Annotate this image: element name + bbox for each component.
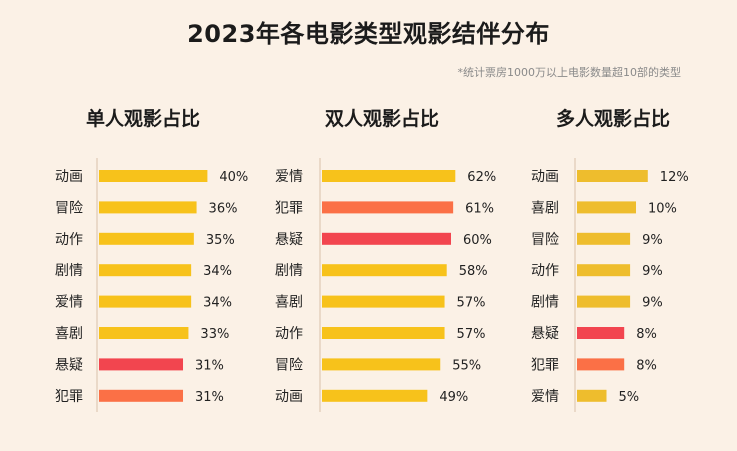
category-label: 爱情 — [275, 169, 303, 185]
category-label: 爱情 — [531, 389, 559, 405]
category-label: 喜剧 — [55, 326, 83, 342]
bar — [99, 232, 194, 245]
category-label: 动画 — [531, 169, 559, 185]
bar — [99, 295, 192, 308]
panel-title-group: 多人观影占比 — [556, 108, 671, 130]
category-label: 动画 — [275, 389, 303, 405]
value-label: 9% — [642, 233, 663, 248]
value-label: 58% — [459, 264, 488, 279]
value-label: 36% — [209, 201, 238, 216]
bar — [577, 389, 607, 402]
category-label: 冒险 — [275, 357, 303, 373]
value-label: 12% — [660, 170, 689, 185]
category-label: 犯罪 — [275, 200, 303, 216]
value-label: 34% — [203, 296, 232, 311]
category-label: 动画 — [55, 169, 83, 185]
chart-title: 2023年各电影类型观影结伴分布 — [187, 20, 550, 48]
category-label: 动作 — [531, 263, 559, 279]
bar — [99, 170, 208, 182]
value-label: 49% — [439, 390, 468, 405]
bar — [577, 170, 648, 182]
category-label: 冒险 — [55, 200, 83, 216]
value-label: 35% — [206, 233, 235, 248]
bar — [99, 201, 197, 214]
category-label: 犯罪 — [55, 389, 83, 405]
value-label: 61% — [465, 201, 494, 216]
value-label: 33% — [200, 327, 229, 342]
bar — [577, 264, 631, 277]
panel-title-solo: 单人观影占比 — [86, 108, 201, 130]
bar — [322, 358, 441, 371]
bar — [577, 358, 625, 371]
category-label: 喜剧 — [275, 295, 303, 311]
value-label: 40% — [219, 170, 248, 185]
category-label: 剧情 — [55, 263, 83, 279]
category-label: 动作 — [275, 326, 303, 342]
category-label: 悬疑 — [55, 357, 83, 373]
category-label: 动作 — [55, 232, 83, 248]
bar — [322, 232, 451, 245]
bar — [99, 389, 184, 402]
value-label: 31% — [195, 358, 224, 373]
bar — [322, 264, 447, 277]
value-label: 9% — [642, 264, 663, 279]
category-label: 冒险 — [531, 232, 559, 248]
panel-title-duo: 双人观影占比 — [325, 108, 440, 130]
category-label: 悬疑 — [531, 326, 559, 342]
value-label: 55% — [452, 358, 481, 373]
value-label: 8% — [636, 327, 657, 342]
value-label: 9% — [642, 296, 663, 311]
category-label: 喜剧 — [531, 200, 559, 216]
bar — [99, 264, 192, 277]
bar — [322, 327, 445, 339]
bar — [322, 201, 454, 214]
bar — [577, 327, 625, 339]
category-label: 剧情 — [531, 295, 559, 311]
category-label: 剧情 — [275, 263, 303, 279]
value-label: 34% — [203, 264, 232, 279]
bar — [577, 201, 636, 214]
bar — [99, 358, 184, 371]
value-label: 62% — [467, 170, 496, 185]
value-label: 5% — [619, 390, 640, 405]
category-label: 悬疑 — [275, 232, 303, 248]
category-label: 爱情 — [55, 295, 83, 311]
value-label: 10% — [648, 201, 677, 216]
value-label: 8% — [636, 358, 657, 373]
value-label: 31% — [195, 390, 224, 405]
bar — [577, 232, 631, 245]
value-label: 60% — [463, 233, 492, 248]
bar — [99, 327, 189, 339]
bar — [577, 295, 631, 308]
chart-subtitle: *统计票房1000万以上电影数量超10部的类型 — [457, 66, 682, 79]
value-label: 57% — [457, 296, 486, 311]
bar — [322, 170, 456, 182]
bar — [322, 295, 445, 308]
category-label: 犯罪 — [531, 357, 559, 373]
bar — [322, 389, 428, 402]
value-label: 57% — [457, 327, 486, 342]
